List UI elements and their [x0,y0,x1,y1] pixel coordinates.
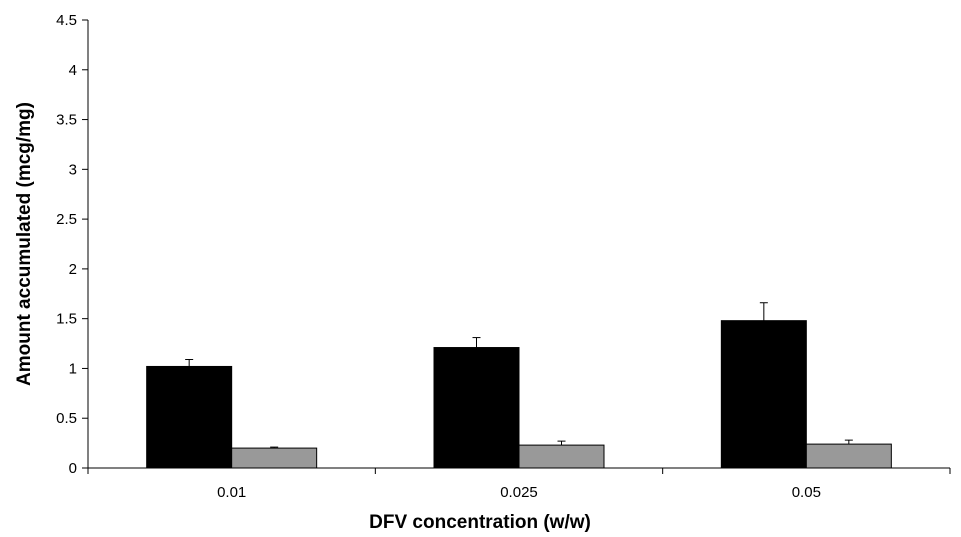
x-tick-label: 0.01 [217,484,246,501]
bar-series-1-0.025 [433,347,520,469]
y-tick-label: 3 [69,161,77,178]
y-tick-label: 4 [69,62,77,79]
x-axis-title: DFV concentration (w/w) [369,512,591,533]
y-tick-label: 0 [69,460,77,477]
y-tick-label: 2 [69,261,77,278]
bar-series-2-0.025 [518,444,605,469]
bars-layer [146,320,892,469]
y-tick-label: 1.5 [56,311,77,328]
y-ticks-layer: 0 0.5 1 1.5 2 2.5 3 3.5 4 4.5 [56,12,88,477]
y-tick-label: 0.5 [56,410,77,427]
x-ticks-layer: 0.01 0.025 0.05 [87,468,951,501]
x-tick-label: 0.025 [500,484,538,501]
y-tick-label: 4.5 [56,12,77,29]
y-axis-title: Amount accumulated (mcg/mg) [14,102,35,386]
y-tick-label: 2.5 [56,211,77,228]
bar-series-1-0.01 [146,365,233,469]
bar-series-1-0.05 [720,320,807,469]
bar-series-2-0.05 [805,443,892,469]
bar-series-2-0.01 [231,447,318,469]
error-bars-layer [185,302,853,449]
x-tick-label: 0.05 [792,484,821,501]
y-tick-label: 3.5 [56,112,77,129]
y-tick-label: 1 [69,360,77,377]
